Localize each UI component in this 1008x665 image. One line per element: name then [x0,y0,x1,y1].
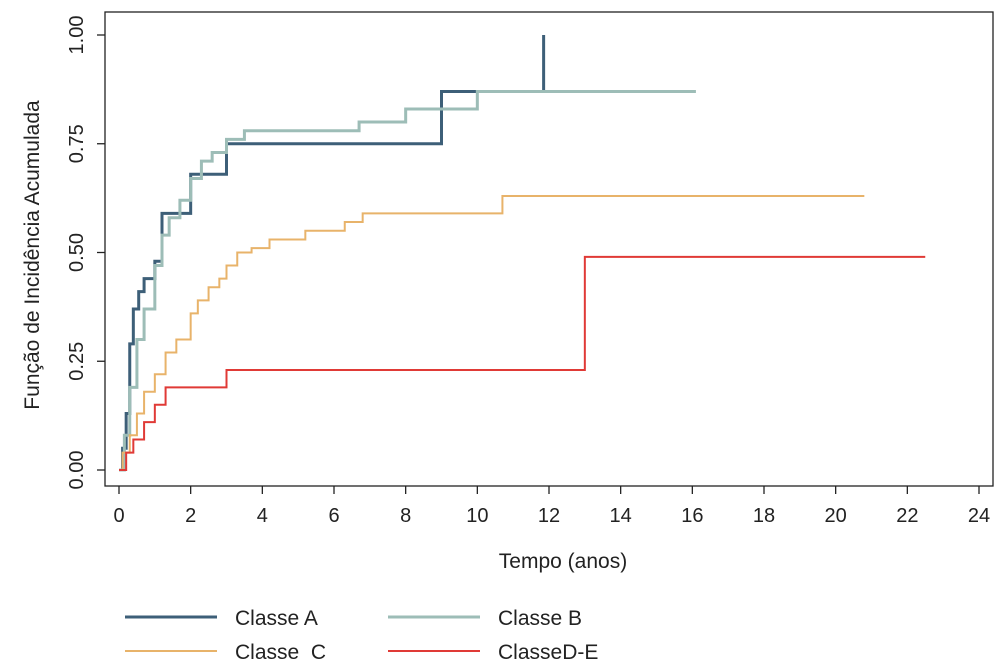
y-axis-title: Função de Incidência Acumulada [21,100,44,410]
series-line-1 [119,35,546,472]
x-tick-label: 8 [400,505,411,527]
x-tick-label: 16 [681,505,703,527]
x-tick-label: 12 [538,505,560,527]
plot-frame [104,11,994,487]
y-axis: 0.00 0.25 0.50 0.75 1.00 [66,16,105,490]
x-tick-label: 20 [825,505,847,527]
x-tick-label: 4 [257,505,268,527]
x-tick-label: 2 [185,505,196,527]
series-layer [119,35,926,472]
legend: Classe A Classe B Classe C ClasseD-E [125,607,598,664]
legend-label: Classe B [498,607,582,630]
legend-label: ClasseD-E [498,641,598,664]
series-line-3 [119,194,865,471]
x-tick-label: 0 [113,505,124,527]
y-tick-label: 0.50 [66,233,88,272]
legend-label: Classe C [235,641,326,664]
x-tick-label: 22 [896,505,918,527]
x-tick-label: 10 [466,505,488,527]
x-tick-label: 18 [753,505,775,527]
legend-label: Classe A [235,607,318,630]
y-tick-label: 0.00 [66,451,88,490]
x-axis: 0 2 4 6 8 10 12 14 16 18 20 22 24 [113,486,990,527]
y-tick-label: 0.75 [66,124,88,163]
x-tick-label: 24 [968,505,990,527]
series-line-4 [119,255,926,471]
series-line-2 [119,90,696,472]
y-tick-label: 0.25 [66,342,88,381]
y-tick-label: 1.00 [66,16,88,55]
x-axis-title: Tempo (anos) [499,550,627,573]
x-tick-label: 6 [328,505,339,527]
x-tick-label: 14 [610,505,632,527]
